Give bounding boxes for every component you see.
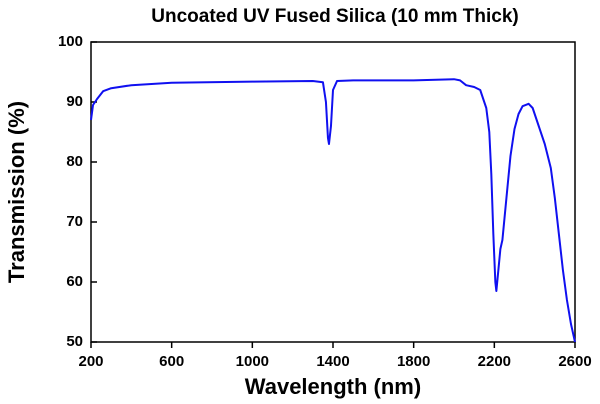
x-axis-label: Wavelength (nm) (245, 374, 421, 399)
plot-frame (90, 41, 576, 343)
y-tick-label: 60 (66, 273, 83, 290)
data-line (90, 78, 576, 343)
x-tick-label: 1400 (316, 353, 349, 370)
x-tick-label: 2600 (558, 353, 591, 370)
chart-title: Uncoated UV Fused Silica (10 mm Thick) (151, 6, 518, 27)
x-tick-label: 1000 (236, 353, 269, 370)
y-tick-label: 80 (66, 153, 83, 170)
x-tick-label: 2200 (478, 353, 511, 370)
x-tick-label: 600 (159, 353, 184, 370)
x-tick-label: 1800 (397, 353, 430, 370)
y-tick-label: 50 (66, 333, 83, 350)
y-tick-label: 100 (58, 33, 83, 50)
y-axis-label: Transmission (%) (4, 101, 29, 283)
x-tick-label: 200 (78, 353, 103, 370)
y-tick-label: 70 (66, 213, 83, 230)
y-tick-label: 90 (66, 93, 83, 110)
